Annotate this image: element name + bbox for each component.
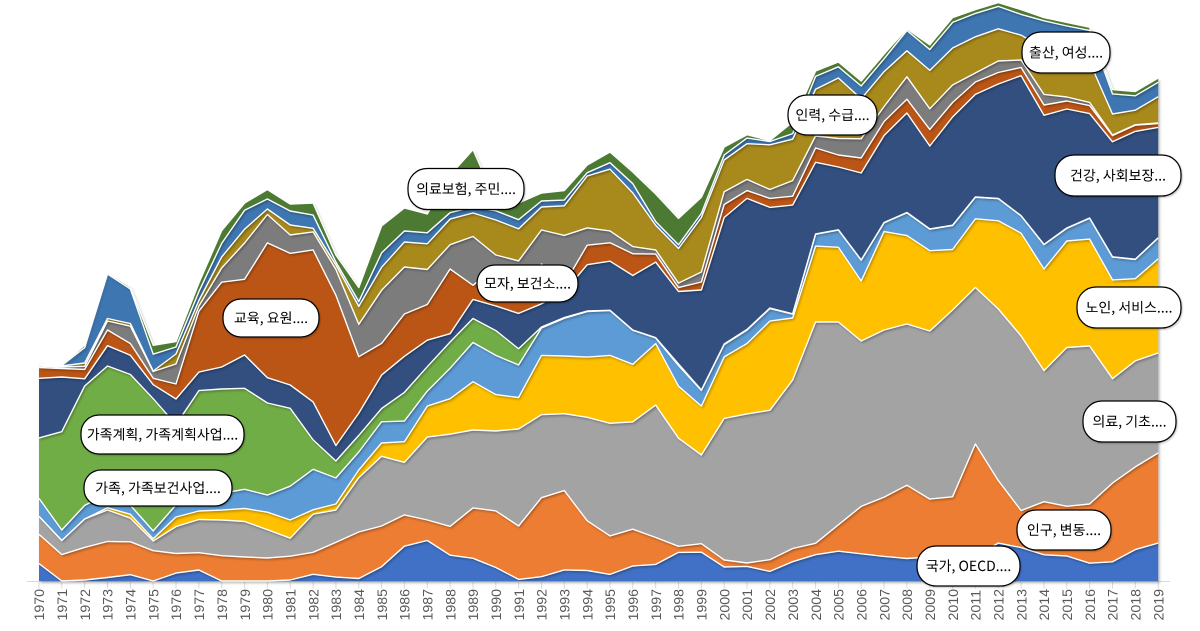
svg-text:2001: 2001 xyxy=(740,589,756,621)
svg-text:1990: 1990 xyxy=(489,589,505,621)
svg-text:2004: 2004 xyxy=(809,589,825,621)
svg-text:2006: 2006 xyxy=(854,589,870,621)
svg-text:2011: 2011 xyxy=(969,590,985,621)
svg-text:1979: 1979 xyxy=(238,589,254,621)
svg-text:1975: 1975 xyxy=(146,589,162,621)
svg-text:1970: 1970 xyxy=(32,589,48,621)
svg-text:1991: 1991 xyxy=(512,589,528,621)
svg-text:1999: 1999 xyxy=(695,589,711,621)
svg-text:2017: 2017 xyxy=(1106,589,1122,621)
svg-text:1986: 1986 xyxy=(398,589,414,621)
svg-text:1994: 1994 xyxy=(580,589,596,621)
svg-text:2012: 2012 xyxy=(992,589,1008,621)
svg-text:1998: 1998 xyxy=(672,589,688,621)
svg-text:2005: 2005 xyxy=(832,589,848,621)
svg-text:2013: 2013 xyxy=(1014,589,1030,621)
svg-text:1995: 1995 xyxy=(603,589,619,621)
svg-text:1987: 1987 xyxy=(421,589,437,621)
svg-text:1976: 1976 xyxy=(169,589,185,621)
svg-text:2019: 2019 xyxy=(1151,589,1167,621)
svg-text:1982: 1982 xyxy=(306,589,322,621)
svg-text:1983: 1983 xyxy=(329,589,345,621)
svg-text:1972: 1972 xyxy=(78,589,94,621)
svg-text:1993: 1993 xyxy=(558,589,574,621)
svg-text:2015: 2015 xyxy=(1060,589,1076,621)
svg-text:1985: 1985 xyxy=(375,589,391,621)
svg-text:2002: 2002 xyxy=(763,589,779,621)
svg-text:2008: 2008 xyxy=(900,589,916,621)
svg-text:2018: 2018 xyxy=(1129,589,1145,621)
svg-text:2014: 2014 xyxy=(1037,589,1053,621)
svg-text:1978: 1978 xyxy=(215,589,231,621)
svg-text:2007: 2007 xyxy=(877,589,893,621)
svg-text:1980: 1980 xyxy=(261,589,277,621)
svg-text:1974: 1974 xyxy=(124,589,140,621)
svg-text:1981: 1981 xyxy=(283,589,299,621)
svg-text:1988: 1988 xyxy=(443,589,459,621)
svg-text:1997: 1997 xyxy=(649,589,665,621)
svg-text:2016: 2016 xyxy=(1083,589,1099,621)
svg-text:2010: 2010 xyxy=(946,589,962,621)
svg-text:1996: 1996 xyxy=(626,589,642,621)
svg-text:1984: 1984 xyxy=(352,589,368,621)
svg-text:1971: 1971 xyxy=(55,589,71,621)
svg-text:2000: 2000 xyxy=(717,589,733,621)
svg-text:1992: 1992 xyxy=(535,589,551,621)
svg-text:2003: 2003 xyxy=(786,589,802,621)
svg-text:2009: 2009 xyxy=(923,589,939,621)
svg-text:1977: 1977 xyxy=(192,589,208,621)
svg-text:1973: 1973 xyxy=(101,589,117,621)
svg-text:1989: 1989 xyxy=(466,589,482,621)
